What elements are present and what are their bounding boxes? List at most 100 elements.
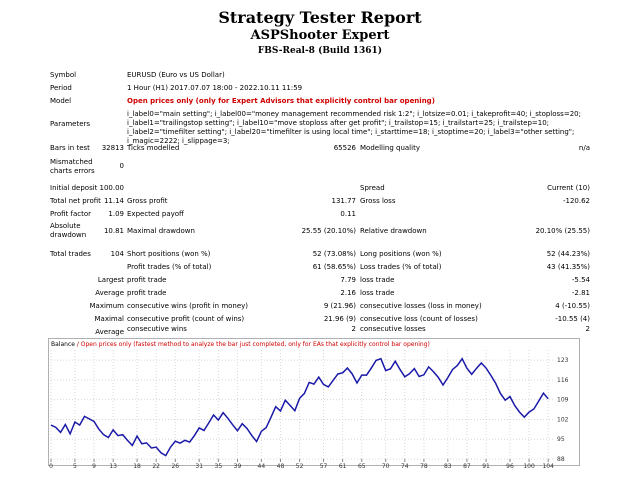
x-tick-label: 48 <box>277 463 285 470</box>
x-tick-label: 87 <box>463 463 471 470</box>
average2-label: Average <box>95 328 124 336</box>
spread-label: Spread <box>360 184 385 192</box>
ticks-label: Ticks modelled <box>127 144 180 152</box>
spread-value: Current (10) <box>547 184 590 192</box>
average-profit-label: profit trade <box>127 289 167 297</box>
y-tick-label: 116 <box>557 377 569 384</box>
mismatch-value: 0 <box>119 162 124 170</box>
x-tick-label: 78 <box>420 463 428 470</box>
period-label: Period <box>50 84 72 92</box>
y-tick-label: 109 <box>557 397 569 404</box>
reldd-value: 20.10% (25.55) <box>535 227 590 235</box>
x-tick-label: 22 <box>152 463 160 470</box>
quality-value: n/a <box>578 144 590 152</box>
report-title: Strategy Tester Report <box>218 8 422 27</box>
payoff-value: 0.11 <box>340 210 356 218</box>
chart-title: Balance / Open prices only (fastest meth… <box>51 341 430 348</box>
largest-profit-value: 7.79 <box>340 276 356 284</box>
x-tick-label: 83 <box>444 463 452 470</box>
chart-title-rest: / Open prices only (fastest method to an… <box>75 341 430 348</box>
x-tick-label: 52 <box>296 463 304 470</box>
mismatch-label: Mismatched charts errors <box>50 158 95 175</box>
maximal-cons-profit-label: consecutive profit (count of wins) <box>127 315 245 323</box>
symbol-value: EURUSD (Euro vs US Dollar) <box>127 71 225 79</box>
average-loss-label: loss trade <box>360 289 395 297</box>
absdd-label: Absolute drawdown <box>50 222 87 239</box>
max-cons-wins-label: consecutive wins (profit in money) <box>127 302 249 310</box>
build-info: FBS-Real-8 (Build 1361) <box>257 46 383 56</box>
y-tick-label: 123 <box>557 357 569 364</box>
maximal-cons-loss-label: consecutive loss (count of losses) <box>360 315 478 323</box>
totaltrades-value: 104 <box>110 250 124 258</box>
symbol-label: Symbol <box>50 71 77 79</box>
x-tick-label: 96 <box>506 463 514 470</box>
x-tick-label: 65 <box>358 463 366 470</box>
absdd-value: 10.81 <box>103 227 124 235</box>
profittrades-value: 61 (58.65%) <box>312 263 356 271</box>
x-tick-label: 74 <box>401 463 409 470</box>
x-tick-label: 26 <box>171 463 179 470</box>
short-value: 52 (73.08%) <box>312 250 356 258</box>
grossloss-label: Gross loss <box>360 197 396 205</box>
x-tick-label: 9 <box>92 463 96 470</box>
maximal-label: Maximal <box>94 315 124 323</box>
x-tick-label: 70 <box>382 463 390 470</box>
largest-loss-label: loss trade <box>360 276 395 284</box>
y-tick-label: 88 <box>557 456 565 463</box>
y-tick-label: 95 <box>557 436 565 443</box>
netprofit-value: 11.14 <box>103 197 124 205</box>
maximum-label: Maximum <box>89 302 125 310</box>
x-tick-label: 31 <box>195 463 203 470</box>
long-value: 52 (44.23%) <box>546 250 590 258</box>
x-tick-label: 100 <box>523 463 535 470</box>
parameters-value: i_label0="main setting"; i_label00="mone… <box>127 110 581 145</box>
parameters-label: Parameters <box>50 120 91 128</box>
x-tick-label: 57 <box>320 463 328 470</box>
x-tick-label: 104 <box>542 463 554 470</box>
x-tick-label: 61 <box>339 463 347 470</box>
maxdd-value: 25.55 (20.10%) <box>301 227 356 235</box>
chart-title-prefix: Balance <box>51 341 75 348</box>
payoff-label: Expected payoff <box>127 210 184 218</box>
model-value: Open prices only (only for Expert Adviso… <box>127 97 435 105</box>
average-profit-value: 2.16 <box>340 289 356 297</box>
grossloss-value: -120.62 <box>562 197 590 205</box>
avg-cons-losses-label: consecutive losses <box>360 325 426 333</box>
max-cons-wins-value: 9 (21.96) <box>323 302 356 310</box>
expert-name: ASPShooter Expert <box>250 28 390 43</box>
max-cons-losses-value: 4 (-10.55) <box>555 302 590 310</box>
period-value: 1 Hour (H1) 2017.07.07 18:00 - 2022.10.1… <box>127 84 303 92</box>
x-tick-label: 18 <box>133 463 141 470</box>
profitfactor-value: 1.09 <box>108 210 124 218</box>
balance-chart: Balance / Open prices only (fastest meth… <box>49 341 569 470</box>
model-label: Model <box>50 97 72 105</box>
x-tick-label: 91 <box>482 463 490 470</box>
largest-loss-value: -5.54 <box>571 276 590 284</box>
largest-label: Largest <box>97 276 124 284</box>
profittrades-label: Profit trades (% of total) <box>127 263 212 271</box>
netprofit-label: Total net profit <box>50 197 101 205</box>
profitfactor-label: Profit factor <box>50 210 91 218</box>
x-tick-label: 44 <box>258 463 266 470</box>
bars-label: Bars in test <box>50 144 90 152</box>
short-label: Short positions (won %) <box>127 250 211 258</box>
x-tick-label: 13 <box>109 463 117 470</box>
totaltrades-label: Total trades <box>50 250 91 258</box>
grossprofit-label: Gross profit <box>127 197 168 205</box>
bars-value: 32813 <box>101 144 124 152</box>
deposit-value: 100.00 <box>99 184 125 192</box>
quality-label: Modelling quality <box>360 144 420 152</box>
avg-cons-losses-value: 2 <box>585 325 590 333</box>
average-loss-value: -2.81 <box>571 289 590 297</box>
deposit-label: Initial deposit <box>50 184 98 192</box>
balance-line <box>50 357 549 457</box>
average-label: Average <box>95 289 124 297</box>
balance-chart-frame <box>48 338 580 466</box>
x-tick-label: 5 <box>73 463 77 470</box>
reldd-label: Relative drawdown <box>360 227 427 235</box>
losstrades-label: Loss trades (% of total) <box>360 263 442 271</box>
maximal-cons-loss-value: -10.55 (4) <box>555 315 590 323</box>
x-tick-label: 0 <box>49 463 53 470</box>
maximal-cons-profit-value: 21.96 (9) <box>323 315 356 323</box>
maxdd-label: Maximal drawdown <box>127 227 195 235</box>
